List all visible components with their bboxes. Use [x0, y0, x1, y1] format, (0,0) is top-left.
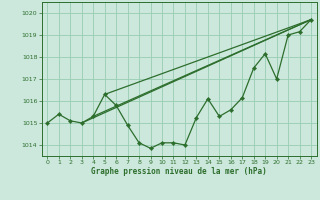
- X-axis label: Graphe pression niveau de la mer (hPa): Graphe pression niveau de la mer (hPa): [91, 167, 267, 176]
